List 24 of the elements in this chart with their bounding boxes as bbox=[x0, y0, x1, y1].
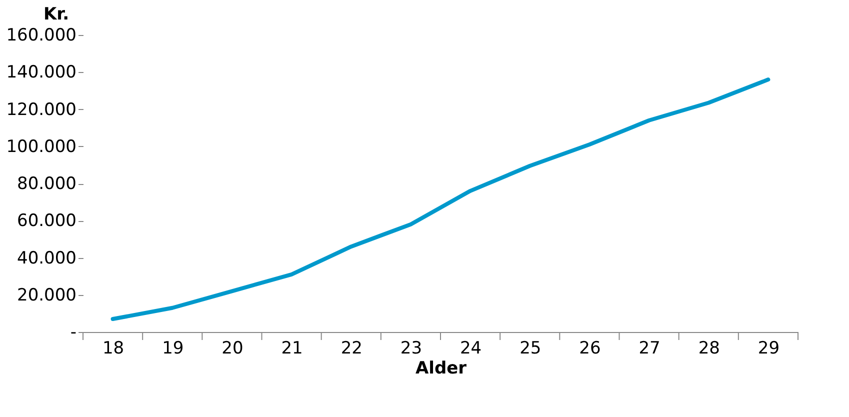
x-tick-label: 26 bbox=[579, 338, 601, 358]
y-tick-label: 60.000 bbox=[17, 211, 76, 232]
x-tick-label: 22 bbox=[340, 338, 362, 358]
y-tick-label: 140.000 bbox=[6, 62, 76, 83]
x-tick-label: 28 bbox=[698, 338, 720, 358]
y-axis-title: Kr. bbox=[44, 4, 70, 24]
x-tick-label: 23 bbox=[400, 338, 422, 358]
x-axis-title: Alder bbox=[415, 358, 468, 378]
y-tick-label: 40.000 bbox=[17, 248, 76, 268]
x-tick-label: 27 bbox=[638, 338, 660, 358]
y-tick-label: 100.000 bbox=[6, 136, 76, 157]
x-tick-label: 25 bbox=[520, 338, 542, 358]
x-tick-label: 18 bbox=[102, 338, 124, 358]
x-tick-label: 21 bbox=[281, 338, 303, 358]
y-tick-label: 120.000 bbox=[6, 100, 76, 120]
x-tick-label: 19 bbox=[162, 338, 184, 358]
x-tick-label: 20 bbox=[222, 338, 244, 358]
x-tick-label: 24 bbox=[460, 338, 482, 358]
x-tick-label: 29 bbox=[758, 338, 780, 358]
y-tick-label: 80.000 bbox=[17, 174, 76, 194]
y-tick-label: 160.000 bbox=[6, 26, 76, 46]
y-tick-label: 20.000 bbox=[17, 285, 76, 306]
y-tick-label: - bbox=[70, 322, 76, 342]
line-series bbox=[110, 78, 770, 322]
